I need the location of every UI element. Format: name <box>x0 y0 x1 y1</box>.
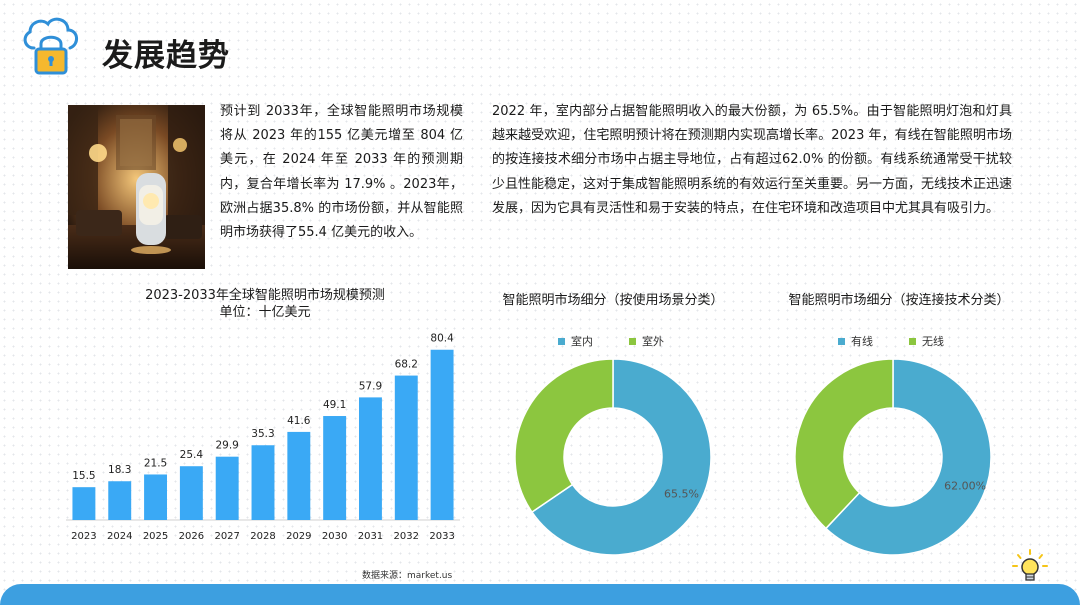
pie-usage-title: 智能照明市场细分（按使用场景分类） <box>502 293 724 308</box>
legend-label: 室内 <box>571 335 593 348</box>
legend-swatch <box>629 337 636 345</box>
legend-item: 室内 <box>558 333 593 349</box>
bar-value-label: 57.9 <box>359 380 382 392</box>
smart-lamp-photo <box>68 105 205 269</box>
bar <box>323 416 347 520</box>
source-note: 数据来源：market.us <box>362 571 453 581</box>
x-tick-label: 2027 <box>214 531 239 542</box>
legend-label: 室外 <box>642 335 664 348</box>
x-tick-label: 2026 <box>179 531 204 542</box>
bar <box>287 431 311 520</box>
bar-value-label: 21.5 <box>144 457 167 469</box>
legend-swatch <box>909 337 916 345</box>
pie-slice <box>514 358 614 514</box>
legend-item: 室外 <box>629 333 664 349</box>
bar <box>72 487 96 520</box>
bar-chart-title: 2023-2033年全球智能照明市场规模预测 <box>145 288 385 303</box>
bar-chart: 15.5 2023 18.3 2024 21.5 2025 25.4 2026 29.9 2027… <box>66 333 460 542</box>
page-title: 发展趋势 <box>102 38 230 74</box>
bar-value-label: 18.3 <box>108 464 131 476</box>
pie-chart-usage: 65.5% <box>514 358 712 556</box>
legend-label: 有线 <box>851 335 873 348</box>
intro-left-paragraph: 预计到 2033年，全球智能照明市场规模将从 2023 年的155 亿美元增至 … <box>220 104 463 241</box>
legend-item: 无线 <box>909 333 944 349</box>
bar <box>144 474 168 520</box>
bar-chart-title-block: 2023-2033年全球智能照明市场规模预测 单位：十亿美元 <box>70 287 460 321</box>
x-tick-label: 2033 <box>429 531 454 542</box>
pie-connection-title: 智能照明市场细分（按连接技术分类） <box>788 293 1010 308</box>
bar <box>251 445 275 520</box>
pie-usage-legend: 室内 室外 <box>558 333 664 349</box>
legend-label: 无线 <box>922 335 944 348</box>
bar <box>358 397 382 520</box>
bar-value-label: 15.5 <box>72 470 95 482</box>
legend-item: 有线 <box>838 333 873 349</box>
bar-value-label: 29.9 <box>215 440 238 452</box>
bar-value-label: 41.6 <box>287 415 311 427</box>
legend-swatch <box>558 337 565 345</box>
pie-slice <box>824 358 992 556</box>
x-tick-label: 2025 <box>143 531 168 542</box>
bottom-accent-bar <box>0 584 1080 605</box>
x-tick-label: 2030 <box>322 531 347 542</box>
bar <box>108 481 132 520</box>
bar <box>179 466 203 520</box>
pie-slice-label: 62.00% <box>944 480 986 493</box>
bar-value-label: 80.4 <box>430 333 454 345</box>
x-tick-label: 2023 <box>71 531 96 542</box>
bar-value-label: 25.4 <box>180 449 204 461</box>
pie-slice <box>530 358 712 556</box>
intro-right-paragraph: 2022 年，室内部分占据智能照明收入的最大份额，为 65.5%。由于智能照明灯… <box>492 104 1013 216</box>
bar-chart-subtitle: 单位：十亿美元 <box>219 305 311 320</box>
bar-value-label: 35.3 <box>251 428 274 440</box>
x-tick-label: 2029 <box>286 531 311 542</box>
x-tick-label: 2024 <box>107 531 132 542</box>
x-tick-label: 2031 <box>358 531 383 542</box>
lightbulb-icon <box>1010 548 1050 588</box>
pie-connection-legend: 有线 无线 <box>838 333 944 349</box>
bar <box>215 456 239 520</box>
x-tick-label: 2032 <box>394 531 419 542</box>
legend-swatch <box>838 337 845 345</box>
bar-value-label: 49.1 <box>323 399 346 411</box>
bar <box>430 349 454 520</box>
pie-slice <box>794 358 894 530</box>
bar-value-label: 68.2 <box>395 359 418 371</box>
bar <box>394 375 418 520</box>
pie-chart-connection: 62.00% <box>794 358 992 556</box>
pie-slice-label: 65.5% <box>664 487 699 500</box>
cloud-lock-icon <box>20 14 82 78</box>
x-tick-label: 2028 <box>250 531 275 542</box>
